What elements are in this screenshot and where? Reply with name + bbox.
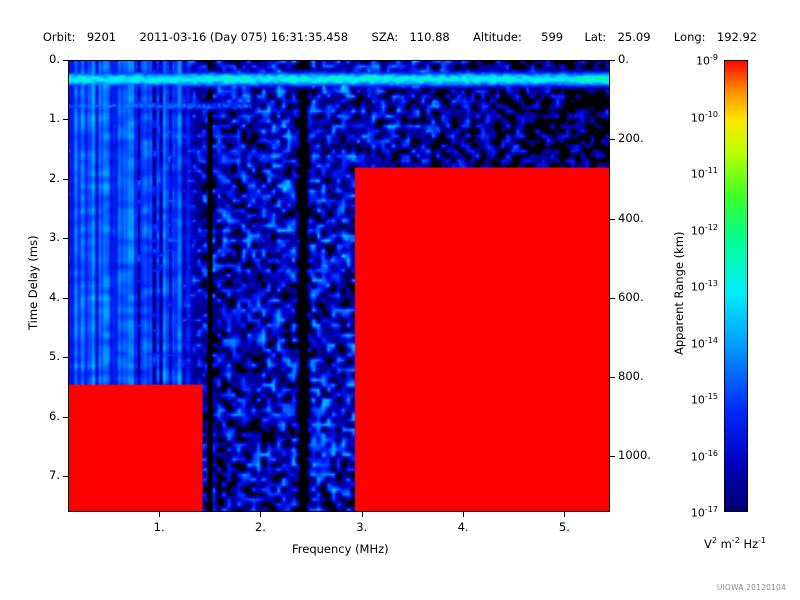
y-axis-title: Time Delay (ms) (26, 235, 40, 330)
orbit-label: Orbit: (42, 30, 76, 44)
credit-label: UIOWA 20120104 (716, 583, 786, 592)
cbar-exponent: -10 (704, 109, 718, 119)
colorbar-tick-label: 10-17 (674, 505, 718, 520)
y-tick-label: 0. (49, 52, 60, 66)
colorbar-units-sup3: -1 (758, 536, 767, 545)
colorbar-tick-label: 10-11 (674, 166, 718, 181)
cbar-mantissa: 10 (690, 450, 705, 464)
y2-tick-label: 200. (618, 131, 644, 146)
sza-value: 110.88 (409, 30, 450, 44)
colorbar-tick-label: 10-9 (674, 53, 718, 68)
cbar-mantissa: 10 (690, 280, 705, 294)
y2-tick-mark (610, 456, 615, 458)
y-tick-mark (63, 416, 68, 418)
colorbar-tick-label: 10-15 (674, 392, 718, 407)
colorbar-units-sup1: 2 (711, 536, 717, 545)
y-tick-label: 7. (49, 468, 60, 483)
colorbar-units-mid2: Hz (739, 536, 759, 551)
x-tick-label: 1. (153, 520, 165, 534)
cbar-exponent: -13 (704, 279, 718, 288)
altitude-label: Altitude: (473, 30, 522, 44)
colorbar-tick-label: 10-12 (674, 223, 718, 238)
lat-label: Lat: (584, 30, 607, 44)
y-tick-label: 6. (49, 408, 60, 423)
colorbar-units-base: V (704, 536, 712, 551)
cbar-mantissa: 10 (690, 506, 705, 520)
y-tick-label: 5. (49, 349, 60, 364)
colorbar-tick-label: 10-10 (674, 110, 718, 125)
colorbar-tick-label: 10-14 (674, 336, 718, 351)
cbar-mantissa: 10 (690, 167, 705, 181)
x-tick-label: 3. (356, 520, 368, 534)
x-tick-mark (564, 512, 566, 517)
colorbar-units-mid: m (716, 536, 732, 551)
cbar-mantissa: 10 (696, 54, 711, 68)
y-tick-mark (63, 297, 68, 299)
x-tick-mark (361, 512, 363, 517)
y-tick-label: 1. (49, 111, 60, 126)
y2-tick-mark (610, 139, 615, 141)
y2-tick-label: 400. (618, 210, 644, 225)
y2-tick-mark (610, 218, 615, 220)
colorbar-canvas (725, 61, 747, 511)
x-axis-title: Frequency (MHz) (292, 542, 389, 556)
colorbar (724, 60, 748, 512)
spectrogram-plot (68, 60, 610, 512)
y-tick-label: 4. (49, 289, 60, 304)
y-tick-label: 2. (49, 170, 60, 185)
lat-value: 25.09 (617, 30, 651, 44)
y-tick-mark (63, 476, 68, 478)
cbar-exponent: -12 (704, 222, 718, 232)
cbar-exponent: -11 (704, 166, 718, 175)
x-tick-label: 2. (254, 520, 266, 534)
y-tick-mark (63, 178, 68, 180)
cbar-mantissa: 10 (690, 393, 705, 407)
y-tick-mark (63, 238, 68, 240)
x-tick-mark (260, 512, 262, 517)
cbar-mantissa: 10 (690, 337, 705, 351)
x-tick-label: 4. (457, 520, 469, 534)
x-tick-mark (463, 512, 465, 517)
y2-tick-label: 800. (618, 369, 644, 384)
sza-label: SZA: (371, 30, 399, 44)
y2-tick-mark (610, 297, 615, 299)
y2-tick-label: 0. (618, 52, 629, 66)
y2-tick-label: 1000. (618, 448, 651, 463)
y-tick-mark (63, 119, 68, 121)
altitude-value: 599 (541, 30, 564, 44)
colorbar-units: V2 m-2 Hz-1 (704, 536, 766, 551)
colorbar-units-sup2: -2 (731, 536, 740, 545)
colorbar-tick-label: 10-13 (674, 279, 718, 294)
y2-tick-mark (610, 60, 615, 61)
orbit-value: 9201 (86, 30, 117, 44)
x-tick-label: 5. (558, 520, 570, 534)
long-value: 192.92 (716, 30, 758, 44)
x-tick-mark (159, 512, 161, 517)
spectrogram-canvas (69, 61, 609, 511)
long-label: Long: (673, 30, 706, 44)
cbar-mantissa: 10 (690, 224, 705, 238)
y-tick-mark (63, 357, 68, 359)
cbar-exponent: -14 (704, 335, 718, 345)
colorbar-tick-label: 10-16 (674, 449, 718, 464)
datetime-value: 2011-03-16 (Day 075) 16:31:35.458 (139, 30, 349, 44)
y2-tick-label: 600. (618, 289, 644, 304)
y-tick-label: 3. (49, 230, 60, 245)
y2-tick-mark (610, 377, 615, 379)
y-tick-mark (63, 60, 68, 61)
cbar-exponent: -17 (704, 505, 718, 514)
header-info: Orbit: 9201 2011-03-16 (Day 075) 16:31:3… (0, 30, 800, 44)
cbar-exponent: -9 (710, 53, 718, 62)
cbar-mantissa: 10 (690, 111, 705, 125)
cbar-exponent: -15 (704, 392, 718, 401)
cbar-exponent: -16 (704, 448, 718, 458)
